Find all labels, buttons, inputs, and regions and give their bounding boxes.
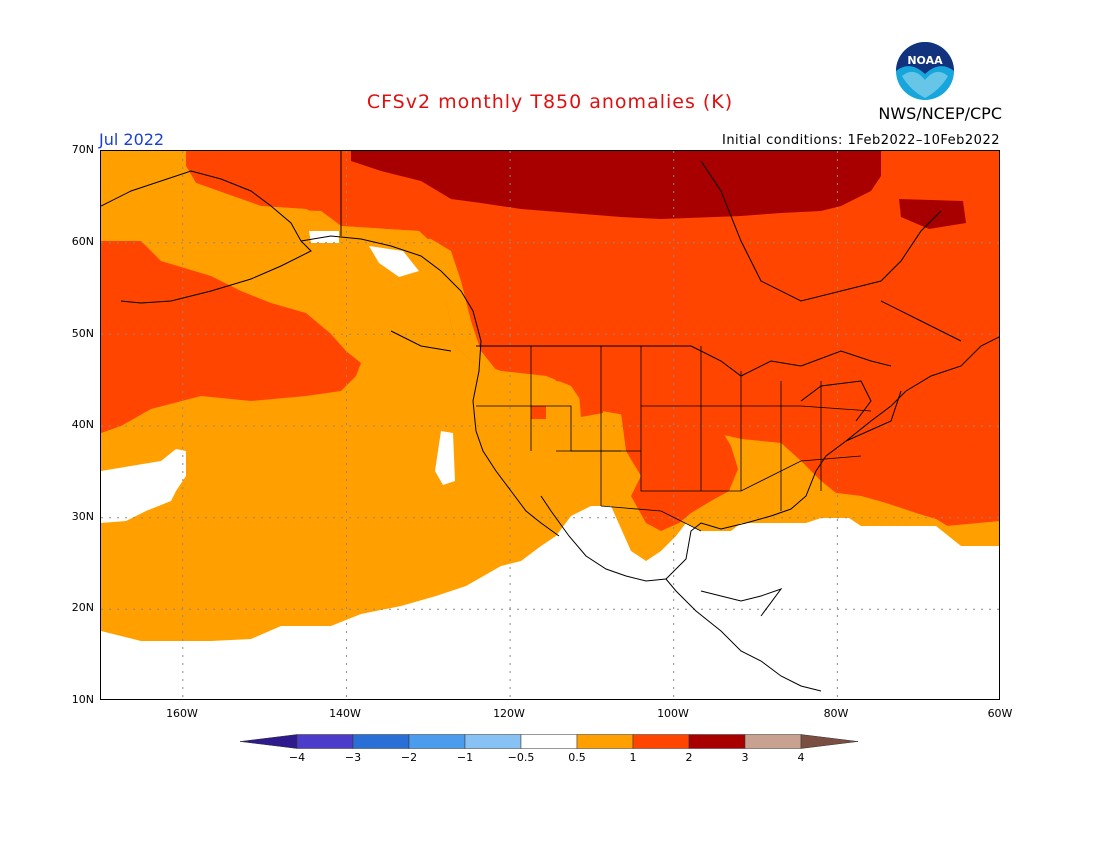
anomaly-map [100, 150, 1000, 700]
colorbar-tick-label: −1 [456, 751, 474, 764]
lon-label: 60W [987, 707, 1013, 720]
colorbar [240, 734, 859, 749]
neutral-patch-alaska [369, 246, 419, 277]
noaa-logo-icon: NOAA [895, 41, 955, 101]
colorbar-extend-high [800, 734, 859, 749]
lon-label: 120W [493, 707, 525, 720]
colorbar-extend-low [240, 734, 298, 749]
colorbar-tick-label: −4 [288, 751, 306, 764]
anomaly-region-red-nevada [531, 406, 546, 419]
anomaly-region-red-plains [621, 399, 738, 531]
colorbar-box [520, 734, 578, 749]
colorbar-box [296, 734, 354, 749]
anomaly-region-red-pacific [101, 241, 361, 433]
colorbar-tick-label: 1 [629, 751, 637, 764]
anomaly-region-red-north [186, 151, 999, 526]
colorbar-tick-label: −3 [344, 751, 362, 764]
chart-title: CFSv2 monthly T850 anomalies (K) [366, 91, 734, 113]
anomaly-map-canvas [101, 151, 999, 699]
initial-conditions-label: Initial conditions: 1Feb2022–10Feb2022 [721, 133, 1000, 148]
anomaly-region-orange-canada [101, 151, 999, 546]
graticule [101, 151, 999, 699]
lat-label: 30N [71, 510, 94, 523]
lat-label: 40N [71, 418, 94, 431]
colorbar-box [632, 734, 690, 749]
colorbar-box [352, 734, 410, 749]
neutral-region-south [101, 506, 999, 699]
anomaly-region-darkred-quebec [899, 199, 966, 229]
lat-label: 10N [71, 693, 94, 706]
colorbar-box [688, 734, 746, 749]
neutral-patch-mid [435, 431, 455, 485]
colorbar-tick-label: 2 [685, 751, 693, 764]
anomaly-region-darkred-arctic [351, 151, 881, 219]
colorbar-tick-label: −0.5 [507, 751, 535, 764]
noaa-logo-text: NOAA [907, 54, 943, 67]
lat-label: 70N [71, 143, 94, 156]
anomaly-region-red-atlantic [911, 376, 999, 451]
anomaly-region-red-northwest-us [536, 329, 579, 383]
colorbar-box [408, 734, 466, 749]
colorbar-tick-label: 0.5 [568, 751, 586, 764]
neutral-patch-west [101, 449, 186, 523]
anomaly-region-red-idaho [579, 394, 603, 417]
colorbar-box [576, 734, 634, 749]
lon-label: 160W [166, 707, 198, 720]
colorbar-tick-label: −2 [400, 751, 418, 764]
lon-label: 100W [657, 707, 689, 720]
lat-label: 20N [71, 601, 94, 614]
colorbar-box [464, 734, 522, 749]
colorbar-box [744, 734, 802, 749]
valid-month-label: Jul 2022 [99, 130, 165, 149]
lon-label: 80W [823, 707, 849, 720]
lat-label: 60N [71, 235, 94, 248]
us-state-borders [476, 346, 872, 532]
colorbar-tick-label: 3 [741, 751, 749, 764]
lat-label: 50N [71, 327, 94, 340]
lon-label: 140W [329, 707, 361, 720]
colorbar-tick-label: 4 [797, 751, 805, 764]
organization-label: NWS/NCEP/CPC [878, 104, 1002, 123]
